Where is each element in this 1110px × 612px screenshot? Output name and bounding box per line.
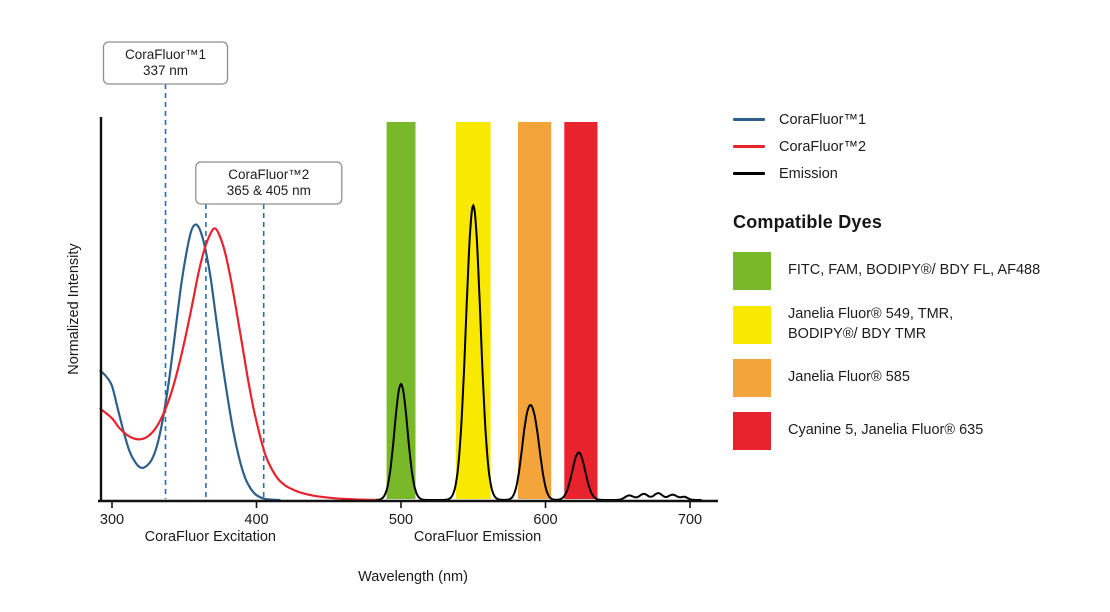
corafluor1-line-swatch [733,118,765,121]
orange-dye-swatch [733,359,771,398]
x-tick-label-400: 400 [244,512,268,528]
dye-label-line: Janelia Fluor® 549, TMR, [788,306,954,322]
corafluor2-line-swatch [733,145,765,148]
x-tick-label-600: 600 [533,512,557,528]
x-tick-label-500: 500 [389,512,413,528]
legend-item-corafluor1: CoraFluor™1 [733,106,1101,133]
dye-label-line: Cyanine 5, Janelia Fluor® 635 [788,422,984,439]
dye-row-yellow: Janelia Fluor® 549, TMR, BODIPY®/ BDY TM… [733,305,1101,344]
excitation-curve-corafluor2 [99,227,379,502]
legend-panel: CoraFluor™1 CoraFluor™2 Emission Compati… [733,106,1101,465]
x-tick-label-300: 300 [100,512,124,528]
legend-item-emission: Emission [733,160,1101,187]
emission-filter-band-green [386,122,416,499]
dye-row-red: Cyanine 5, Janelia Fluor® 635 [733,412,1101,451]
compatible-dyes-heading: Compatible Dyes [733,212,883,232]
legend-item-corafluor2: CoraFluor™2 [733,133,1101,160]
excitation-curve-corafluor1 [99,223,281,502]
dye-label-line: FITC, FAM, BODIPY®/ BDY FL, AF488 [788,262,1041,279]
corafluor2-legend-label: CoraFluor™2 [779,138,867,155]
callout-text-line: CoraFluor™1 [125,47,206,62]
dye-row-orange: Janelia Fluor® 585 [733,359,1101,398]
callout-text-line: CoraFluor™2 [228,167,309,182]
x-tick-label-700: 700 [678,512,702,528]
callout-box-1 [102,41,229,85]
yellow-dye-label: Janelia Fluor® 549, TMR, BODIPY®/ BDY TM… [788,305,953,344]
red-dye-swatch [733,412,771,451]
dye-label-line: Janelia Fluor® 585 [788,369,910,386]
emission-filter-band-yellow [455,122,491,499]
callout-box-2 [195,161,343,205]
callout-text-line: 365 & 405 nm [227,183,311,198]
emission-filter-band-red [564,122,598,499]
emission-line-swatch [733,172,765,175]
y-axis-title: Normalized Intensity [66,243,82,375]
yellow-dye-swatch [733,305,771,344]
chart-area: CoraFluor™1 337 nm CoraFluor™2 365 & 405 nm… [66,41,718,585]
red-dye-label: Cyanine 5, Janelia Fluor® 635 [788,421,983,441]
dye-row-green: FITC, FAM, BODIPY®/ BDY FL, AF488 [733,252,1101,290]
emission-legend-label: Emission [779,165,838,182]
x-section-label-2: CoraFluor Emission [414,529,541,545]
green-dye-swatch [733,252,771,290]
x-axis-title: Wavelength (nm) [358,569,468,585]
orange-dye-label: Janelia Fluor® 585 [788,368,910,388]
dye-label-line: BODIPY®/ BDY TMR [788,325,927,342]
x-section-label-1: CoraFluor Excitation [145,529,276,545]
corafluor1-legend-label: CoraFluor™1 [779,111,867,128]
green-dye-label: FITC, FAM, BODIPY®/ BDY FL, AF488 [788,261,1040,281]
callout-text-line: 337 nm [143,63,188,78]
